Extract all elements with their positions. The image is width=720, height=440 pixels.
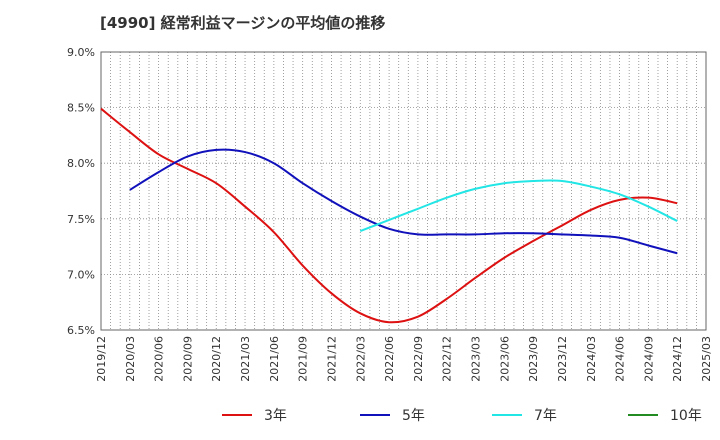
x-tick-label: 2020/03 [124,336,137,382]
y-tick-label: 9.0% [67,46,95,59]
y-tick-label: 8.5% [67,102,95,115]
x-tick-label: 2021/09 [297,336,310,382]
x-tick-label: 2020/09 [181,336,194,382]
legend-label-1: 3年 [264,408,287,424]
y-tick-label: 7.0% [67,268,95,281]
x-tick-label: 2024/03 [585,336,598,382]
y-tick-label: 8.0% [67,157,95,170]
x-tick-label: 2022/03 [354,336,367,382]
x-tick-label: 2023/12 [556,336,569,382]
x-tick-label: 2022/09 [412,336,425,382]
x-tick-label: 2023/03 [470,336,483,382]
x-tick-label: 2020/12 [210,336,223,382]
x-tick-label: 2021/06 [268,336,281,382]
series-line-2 [129,148,678,255]
x-tick-label: 2020/06 [153,336,166,382]
plot-frame [100,51,707,331]
plot-area [101,52,706,330]
legend-label-3: 7年 [534,408,557,424]
y-tick-label: 6.5% [67,324,95,337]
chart-title: [4990] 経常利益マージンの平均値の推移 [100,14,386,32]
series-line-3 [359,179,678,232]
legend-label-2: 5年 [402,408,425,424]
x-tick-label: 2019/12 [95,336,108,382]
legend-label-4: 10年 [670,408,702,424]
series-line-1 [100,107,678,324]
x-tick-label: 2024/09 [642,336,655,382]
x-tick-label: 2023/09 [527,336,540,382]
x-tick-label: 2022/12 [441,336,454,382]
x-tick-label: 2025/03 [700,336,713,382]
y-tick-label: 7.5% [67,213,95,226]
x-tick-label: 2022/06 [383,336,396,382]
x-tick-label: 2024/06 [614,336,627,382]
x-tick-label: 2021/03 [239,336,252,382]
x-tick-label: 2021/12 [325,336,338,382]
x-tick-label: 2023/06 [498,336,511,382]
x-tick-label: 2024/12 [671,336,684,382]
